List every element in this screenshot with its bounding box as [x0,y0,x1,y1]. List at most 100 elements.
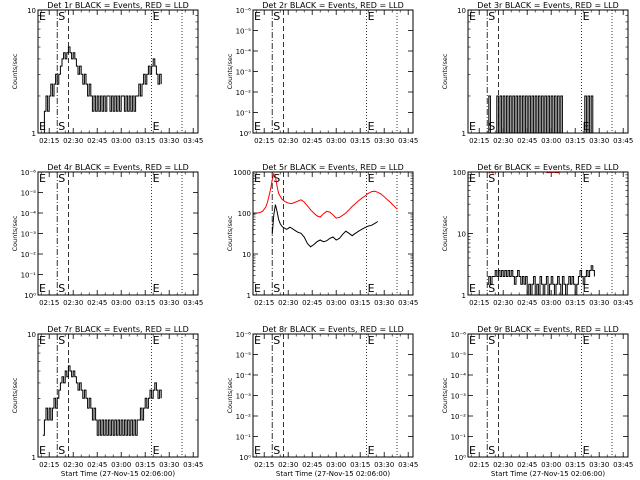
y-tick-label: 10⁻⁴ [236,48,252,56]
time-marker-label-bottom: E [469,282,476,295]
time-marker-label-bottom: S [488,120,495,133]
panel-title: Det 2r BLACK = Events, RED = LLD [262,1,404,10]
x-tick-label: 03:00 [111,137,131,145]
detector-panel-2: Det 2r BLACK = Events, RED = LLD Counts/s… [226,1,418,145]
x-tick-label: 02:15 [254,137,274,145]
time-marker-label-top: S [273,334,280,347]
x-tick-label: 03:00 [541,461,561,469]
time-marker-label-top: E [254,172,261,185]
y-tick-label: 10⁻⁶ [236,331,252,339]
time-marker-label-bottom: E [39,444,46,457]
detector-panel-9: Det 9r BLACK = Events, RED = LLD Counts/s… [441,325,633,478]
x-tick-label: 03:00 [326,461,346,469]
plot-frame [37,333,199,458]
x-tick-label: 02:30 [278,137,298,145]
x-tick-label: 02:45 [87,137,107,145]
y-tick-label: 10⁰ [24,292,36,300]
x-tick-label: 03:45 [183,461,203,469]
time-marker-label-bottom: S [58,282,65,295]
x-tick-label: 03:45 [398,137,418,145]
y-tick-label: 10⁻⁶ [451,331,467,339]
y-tick-label: 10⁻⁴ [236,372,252,380]
time-marker-label-top: E [368,10,375,23]
y-tick-label: 10⁻⁶ [21,169,37,177]
time-marker-label-bottom: E [39,282,46,295]
x-tick-label: 02:45 [87,299,107,307]
time-marker-label-top: E [368,334,375,347]
y-tick-label: 10⁰ [239,454,251,462]
x-tick-label: 03:30 [374,299,394,307]
y-tick-label: 10⁰ [454,454,466,462]
time-marker-label-top: S [58,172,65,185]
y-tick-label: 10⁻² [21,251,37,259]
time-marker-label-top: E [583,334,590,347]
x-tick-label: 02:15 [39,299,59,307]
y-tick-label: 10⁻³ [236,69,252,77]
y-tick-label: 1 [247,292,251,300]
x-tick-label: 03:30 [374,461,394,469]
x-tick-label: 02:30 [493,137,513,145]
panel-title: Det 6r BLACK = Events, RED = LLD [477,163,619,172]
time-marker-label-top: E [39,172,46,185]
plot-frame [252,333,414,458]
y-tick-label: 10⁻⁵ [451,352,467,360]
time-marker-label-top: E [469,10,476,23]
y-tick-label: 1000 [233,169,251,177]
y-tick-label: 10⁻⁴ [21,210,37,218]
x-tick-label: 02:30 [278,461,298,469]
y-tick-label: 10 [27,331,36,339]
detector-panel-7: Det 7r BLACK = Events, RED = LLD Counts/s… [11,325,203,478]
x-tick-label: 03:15 [350,461,370,469]
y-axis-label: Counts/sec [441,215,449,251]
time-marker-label-top: S [488,10,495,23]
y-tick-label: 1 [462,130,466,138]
y-axis-label: Counts/sec [441,377,449,413]
time-marker-label-bottom: E [254,120,261,133]
time-marker-label-top: E [153,10,160,23]
y-tick-label: 10⁻¹ [451,434,467,442]
x-tick-label: 03:45 [398,299,418,307]
x-tick-label: 03:45 [183,137,203,145]
y-tick-label: 1 [32,454,36,462]
time-marker-label-top: S [273,172,280,185]
y-tick-label: 100 [238,210,251,218]
x-tick-label: 03:45 [613,299,633,307]
x-tick-label: 03:00 [326,299,346,307]
y-tick-label: 10⁻¹ [236,434,252,442]
y-tick-label: 10⁻³ [236,393,252,401]
x-tick-label: 03:15 [135,299,155,307]
y-tick-label: 10⁻¹ [236,110,252,118]
events-series-line [487,95,595,133]
time-marker-label-bottom: E [254,444,261,457]
x-axis-label: Start Time (27-Nov-15 02:06:00) [61,470,175,478]
y-tick-label: 10⁰ [239,130,251,138]
time-marker-label-top: E [583,10,590,23]
x-tick-label: 03:15 [135,137,155,145]
time-marker-label-bottom: S [488,282,495,295]
x-tick-label: 02:15 [469,137,489,145]
y-axis-label: Counts/sec [11,215,19,251]
x-tick-label: 03:30 [589,299,609,307]
time-marker-label-top: E [39,334,46,347]
time-marker-label-bottom: S [273,444,280,457]
x-tick-label: 03:45 [398,461,418,469]
time-marker-label-bottom: E [153,120,160,133]
events-series-line [42,46,162,133]
time-marker-label-bottom: E [254,282,261,295]
y-axis-label: Counts/sec [11,377,19,413]
time-marker-label-bottom: S [58,444,65,457]
events-series-line [42,365,162,436]
time-marker-label-top: E [368,172,375,185]
x-tick-label: 03:15 [565,461,585,469]
time-marker-label-top: E [39,10,46,23]
y-tick-label: 10⁻⁵ [236,28,252,36]
y-tick-label: 10⁻² [451,413,467,421]
panel-title: Det 3r BLACK = Events, RED = LLD [477,1,619,10]
x-tick-label: 02:15 [254,299,274,307]
time-marker-label-bottom: S [488,444,495,457]
time-marker-label-bottom: E [583,282,590,295]
x-tick-label: 03:00 [111,461,131,469]
time-marker-label-bottom: E [39,120,46,133]
y-tick-label: 10⁻⁴ [451,372,467,380]
y-tick-label: 10⁻⁵ [236,352,252,360]
